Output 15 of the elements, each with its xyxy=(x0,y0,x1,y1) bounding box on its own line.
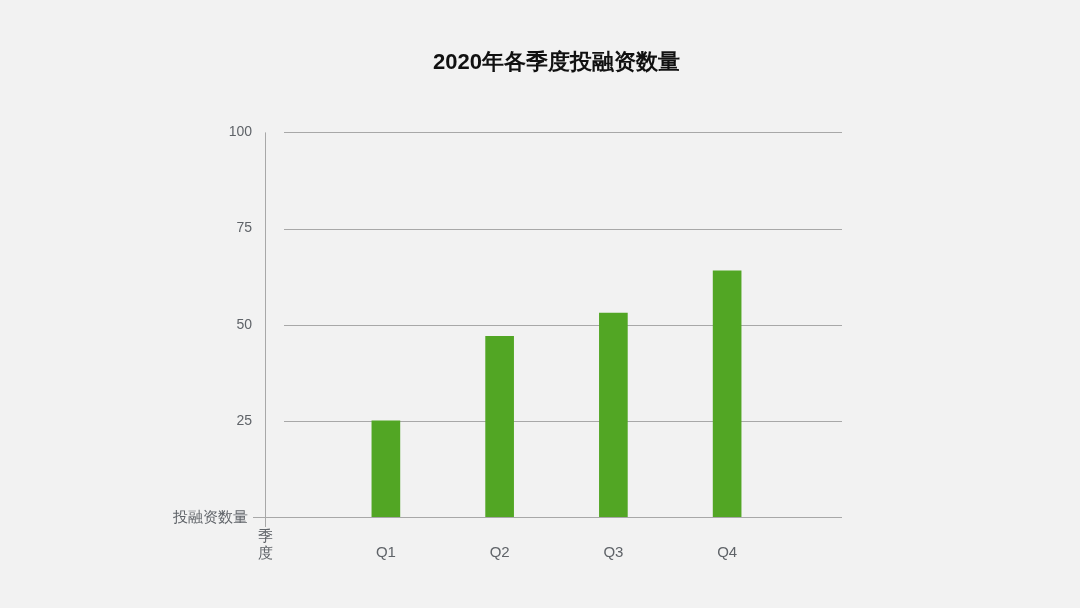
y-tick-label: 25 xyxy=(236,411,253,428)
x-tick-label: Q3 xyxy=(603,543,624,561)
chart-title: 2020年各季度投融资数量 xyxy=(433,49,680,75)
x-tick-label: Q2 xyxy=(489,543,510,561)
y-tick-label: 50 xyxy=(236,315,253,332)
bar xyxy=(712,270,742,517)
bar xyxy=(371,420,401,517)
bar xyxy=(599,312,628,517)
x-axis-title: 季度 xyxy=(257,527,273,563)
x-tick-label: Q4 xyxy=(717,543,738,561)
bar xyxy=(485,335,514,517)
y-tick-label: 100 xyxy=(228,123,253,140)
y-tick-label: 75 xyxy=(236,219,253,236)
x-tick-label: Q1 xyxy=(375,543,396,561)
y-axis-title: 投融资数量 xyxy=(173,507,248,526)
